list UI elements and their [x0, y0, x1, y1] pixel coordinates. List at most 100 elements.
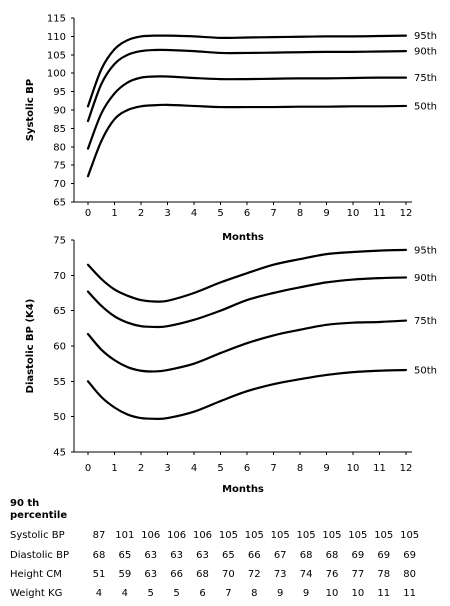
y-tick-label: 55: [53, 377, 66, 388]
x-tick-label: 7: [270, 208, 276, 219]
x-tick-label: 1: [111, 463, 117, 474]
series-line-90th: [86, 276, 408, 329]
table-cell: 69: [377, 549, 391, 561]
x-tick-label: 12: [400, 463, 413, 474]
table-cell: 8: [251, 588, 258, 600]
y-axis-title: Systolic BP: [25, 79, 36, 142]
table-cell: 4: [95, 588, 103, 600]
table-row-label: Diastolic BP: [10, 549, 69, 561]
table-cell: 101: [115, 530, 135, 542]
series-label: 95th: [414, 245, 437, 256]
percentile-table: Systolic BP 87 101 106 106 106 105 105 105 105 105…: [10, 526, 423, 604]
table-cell: 105: [244, 530, 264, 542]
table-cell: 69: [403, 549, 416, 561]
table-cell: 59: [118, 568, 132, 580]
table-cell: 7: [225, 588, 232, 600]
y-tick-label: 85: [53, 124, 66, 135]
table-cell: 63: [144, 568, 158, 580]
table-cell: 105: [348, 530, 368, 542]
table-cell: 105: [218, 530, 238, 542]
y-tick-label: 100: [47, 69, 66, 80]
series-label: 75th: [414, 316, 437, 327]
table-row: Systolic BP 87 101 106 106 106 105 105 105 105 105…: [10, 526, 423, 545]
table-row: Height CM 51 59 63 66 68 70 72 73 74 76 77 78 80: [10, 565, 423, 584]
series-line-75th: [86, 75, 408, 150]
y-tick-label: 65: [53, 198, 66, 209]
table-cell: 105: [322, 530, 342, 542]
y-tick-label: 70: [53, 179, 66, 190]
table-cell: 105: [270, 530, 290, 542]
table-cell: 67: [273, 549, 287, 561]
y-tick-label: 75: [53, 236, 66, 247]
y-tick-label: 95: [53, 87, 66, 98]
x-tick-label: 12: [400, 208, 413, 219]
series-label: 90th: [414, 47, 437, 58]
table-cell: 65: [118, 549, 132, 561]
series-label: 50th: [414, 101, 437, 112]
table-cell: 11: [377, 588, 391, 600]
table-cell: 66: [247, 549, 261, 561]
y-tick-label: 60: [53, 342, 66, 353]
table-cell: 74: [299, 568, 313, 580]
table-heading-line2: percentile: [10, 510, 68, 521]
table-cell: 105: [400, 530, 420, 542]
table-cell: 77: [351, 568, 365, 580]
table-cell: 63: [144, 549, 158, 561]
percentile-table-section: 90 th percentile Systolic BP 87 101 106 106 1…: [10, 498, 440, 604]
y-tick-label: 115: [47, 14, 66, 25]
table-cell: 4: [121, 588, 129, 600]
table-cell: 6: [199, 588, 206, 600]
x-tick-label: 8: [297, 208, 303, 219]
table-cell: 76: [325, 568, 339, 580]
table-cell: 73: [273, 568, 287, 580]
table-cell: 68: [196, 568, 209, 580]
table-cell: 87: [92, 530, 106, 542]
x-tick-label: 5: [217, 208, 223, 219]
series-label: 50th: [414, 366, 437, 377]
x-tick-label: 6: [244, 463, 250, 474]
table-cell: 65: [222, 549, 235, 561]
y-tick-label: 75: [53, 161, 66, 172]
x-tick-label: 6: [244, 208, 250, 219]
table-cell: 63: [170, 549, 183, 561]
x-tick-label: 3: [164, 463, 170, 474]
x-tick-label: 3: [164, 208, 170, 219]
series-line-95th: [86, 248, 408, 303]
table-cell: 68: [92, 549, 106, 561]
table-row-label: Systolic BP: [10, 530, 65, 542]
x-tick-label: 0: [85, 208, 91, 219]
table-cell: 72: [247, 568, 261, 580]
series-label: 75th: [414, 73, 437, 84]
x-tick-label: 2: [138, 463, 144, 474]
x-tick-label: 8: [297, 463, 303, 474]
table-cell: 106: [167, 530, 187, 542]
series-line-95th: [86, 34, 408, 108]
x-tick-label: 2: [138, 208, 144, 219]
table-row-label: Weight KG: [10, 588, 63, 600]
table-cell: 51: [92, 568, 106, 580]
table-cell: 69: [351, 549, 365, 561]
table-cell: 70: [222, 568, 235, 580]
table-cell: 10: [351, 588, 365, 600]
series-label: 90th: [414, 273, 437, 284]
x-axis-title: Months: [222, 232, 264, 243]
y-axis-title: Diastolic BP (K4): [25, 299, 36, 394]
table-cell: 10: [325, 588, 339, 600]
x-tick-label: 0: [85, 463, 91, 474]
y-tick-label: 80: [53, 142, 66, 153]
y-tick-label: 65: [53, 306, 66, 317]
y-tick-label: 90: [53, 106, 66, 117]
y-tick-label: 50: [53, 412, 66, 423]
table-cell: 105: [374, 530, 394, 542]
table-row-label: Height CM: [10, 568, 62, 580]
table-cell: 9: [276, 588, 284, 600]
table-cell: 105: [296, 530, 316, 542]
table-cell: 106: [141, 530, 161, 542]
table-cell: 5: [147, 588, 154, 600]
x-tick-label: 9: [323, 463, 329, 474]
y-tick-label: 105: [47, 50, 66, 61]
table-row: Diastolic BP 68 65 63 63 63 65 66 67 68 68 69 69 69: [10, 545, 423, 564]
